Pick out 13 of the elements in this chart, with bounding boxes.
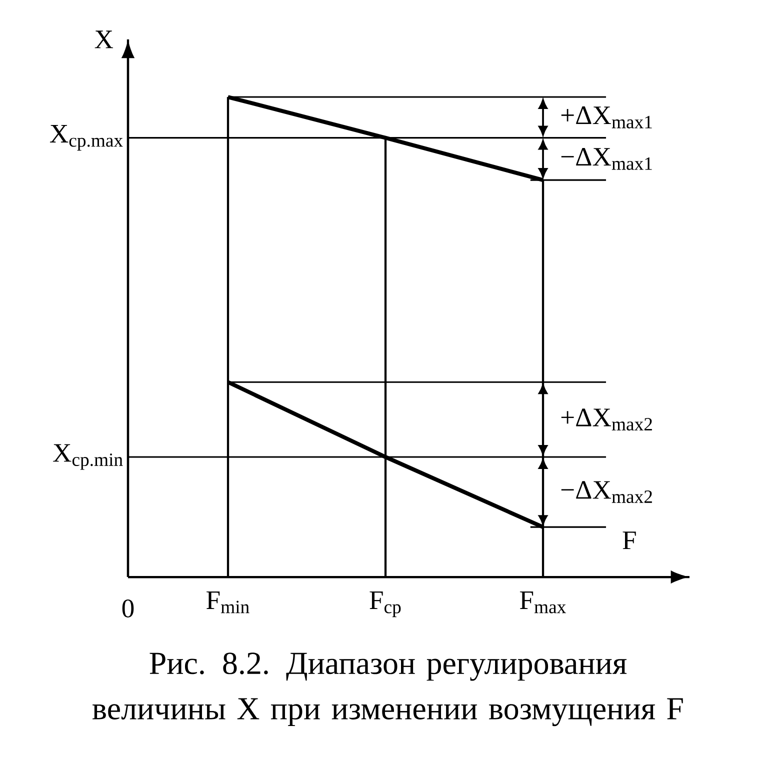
x-tick-label: F$_{max}$ <box>520 591 566 614</box>
x-tick-label: F$_{min}$ <box>206 591 250 614</box>
ref-line-label: X$_{ср.min}$ <box>53 444 123 470</box>
x-axis-title: F <box>622 532 636 550</box>
annotation: +ΔX$_{max2}$ <box>561 408 652 431</box>
text: 0 <box>122 599 134 618</box>
text: Рис. 8.2. Диапазон регулирования величины X при изменении возмущения F <box>92 652 683 726</box>
annotation: −ΔX$_{max1}$ <box>561 148 652 170</box>
ref-line-label: X$_{ср.max}$ <box>50 125 123 151</box>
x-tick-label: F$_{ср}$ <box>370 591 401 618</box>
annotation: +ΔX$_{max1}$ <box>561 106 652 128</box>
y-axis-title: X <box>94 30 114 48</box>
annotation: −ΔX$_{max2}$ <box>561 481 652 504</box>
